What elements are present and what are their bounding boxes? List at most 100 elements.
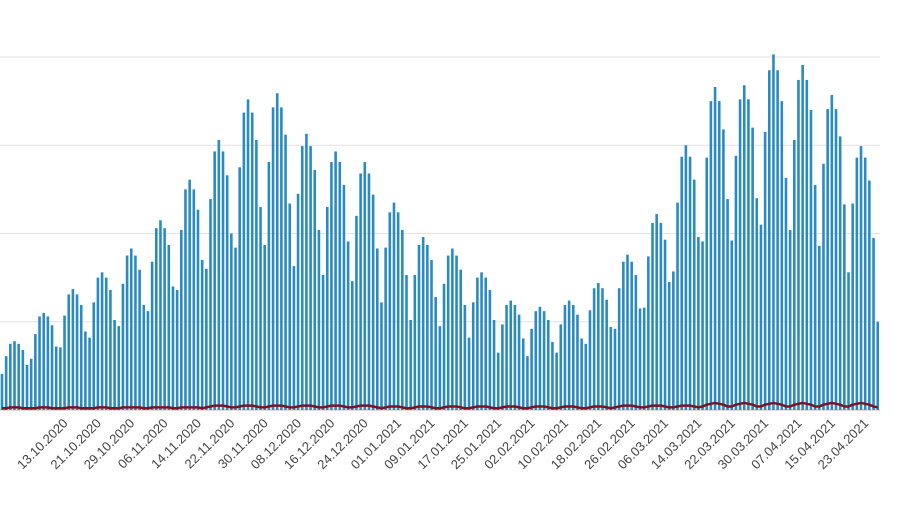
bar — [409, 319, 412, 410]
bar — [305, 133, 308, 410]
bar — [388, 212, 392, 410]
bar — [125, 255, 129, 410]
bar — [167, 244, 171, 410]
bar — [801, 64, 804, 410]
bar — [376, 248, 379, 410]
bar — [763, 132, 767, 410]
bar — [805, 79, 809, 410]
bar — [480, 272, 483, 410]
bar — [317, 229, 321, 410]
bar — [146, 311, 150, 410]
bar — [330, 162, 333, 410]
bar — [672, 271, 675, 410]
bar — [255, 139, 258, 410]
bar — [271, 107, 275, 411]
bar — [688, 156, 692, 410]
bar — [834, 109, 838, 410]
bar — [426, 244, 429, 410]
bar — [359, 173, 362, 410]
bar — [813, 184, 817, 410]
bar — [21, 349, 25, 410]
bar — [734, 155, 738, 410]
bar — [242, 112, 246, 410]
bar — [655, 214, 658, 410]
bar — [138, 269, 141, 410]
bar — [121, 283, 125, 410]
bar — [851, 203, 854, 410]
bar — [809, 109, 813, 410]
bar — [496, 352, 500, 410]
bar — [109, 289, 112, 410]
bar — [788, 229, 792, 410]
bar — [355, 215, 358, 410]
bar — [780, 101, 784, 410]
bar — [738, 99, 742, 411]
bar — [855, 157, 859, 410]
bar — [597, 282, 600, 410]
bar — [392, 202, 396, 410]
bar — [134, 255, 137, 410]
bar — [484, 277, 488, 410]
bar — [296, 193, 300, 410]
bar — [859, 146, 863, 410]
bar — [588, 310, 592, 410]
bar — [46, 316, 50, 410]
bar — [705, 157, 709, 410]
bar — [467, 337, 471, 410]
bar — [613, 328, 617, 410]
bar — [238, 167, 241, 410]
bar — [663, 239, 667, 410]
bar — [288, 203, 292, 410]
bar — [13, 341, 16, 410]
bar — [17, 343, 20, 410]
bar — [576, 314, 579, 410]
bar — [4, 356, 8, 410]
bar — [275, 93, 279, 411]
bar — [321, 274, 325, 410]
bar — [230, 233, 233, 410]
bar — [250, 112, 254, 410]
bar — [692, 179, 696, 410]
bar — [797, 79, 800, 410]
bar — [617, 288, 621, 410]
bar — [701, 241, 704, 410]
bar — [417, 244, 421, 410]
bar — [551, 342, 554, 410]
bar — [309, 146, 312, 410]
bar — [722, 129, 725, 411]
bar — [396, 212, 400, 410]
bar — [129, 248, 133, 410]
bar — [863, 157, 867, 410]
bar — [350, 281, 354, 410]
bar — [501, 324, 504, 410]
bar — [263, 244, 267, 410]
bar — [188, 179, 191, 410]
bar — [434, 297, 437, 410]
bar — [405, 274, 408, 410]
bar — [334, 151, 337, 411]
bar — [75, 294, 79, 410]
bar — [284, 134, 287, 410]
bar — [342, 184, 346, 410]
bar — [451, 248, 454, 410]
bar — [300, 146, 304, 410]
bar — [767, 70, 771, 411]
bar — [717, 101, 721, 410]
bar — [659, 222, 663, 410]
bar — [150, 261, 154, 410]
bar — [584, 343, 588, 410]
bar — [651, 222, 654, 410]
bar — [726, 199, 729, 410]
bar — [667, 282, 671, 410]
bar — [680, 156, 684, 410]
bar — [626, 254, 629, 410]
bar — [843, 204, 846, 410]
bar — [563, 304, 567, 410]
bar — [175, 289, 179, 410]
bar — [29, 358, 33, 410]
bar — [384, 247, 387, 410]
bar — [463, 304, 467, 410]
bar — [830, 94, 834, 410]
bar — [213, 151, 216, 411]
bar — [642, 307, 646, 410]
